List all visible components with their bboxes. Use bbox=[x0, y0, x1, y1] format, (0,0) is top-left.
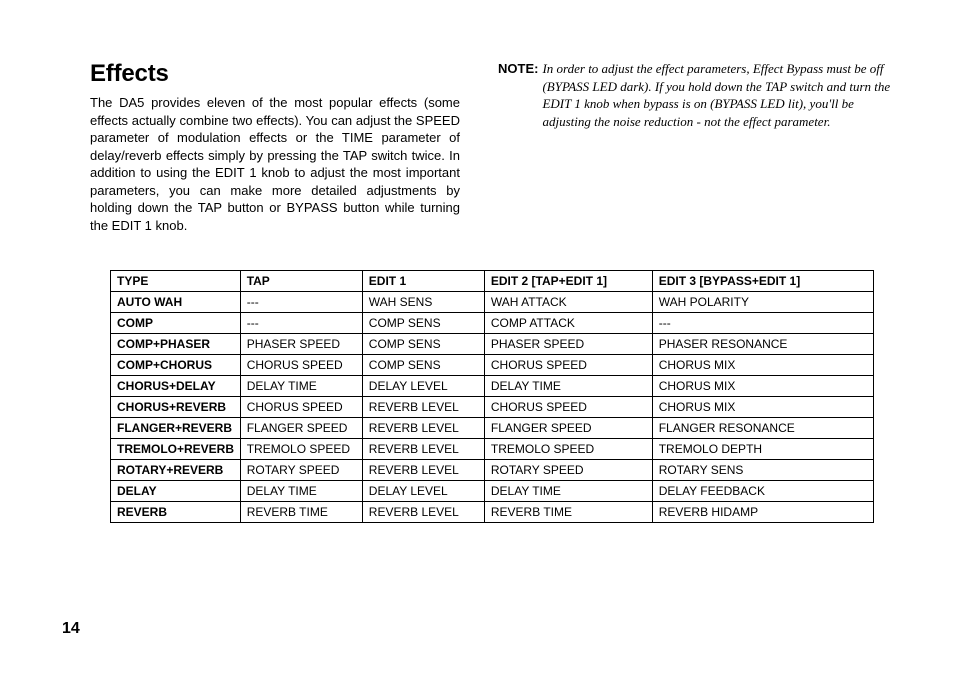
effects-table-type-cell: REVERB bbox=[111, 502, 241, 523]
table-row: REVERBREVERB TIMEREVERB LEVELREVERB TIME… bbox=[111, 502, 874, 523]
table-row: CHORUS+DELAYDELAY TIMEDELAY LEVELDELAY T… bbox=[111, 376, 874, 397]
manual-page: Effects The DA5 provides eleven of the m… bbox=[0, 0, 954, 674]
effects-table-cell: CHORUS MIX bbox=[652, 355, 873, 376]
effects-table-cell: PHASER SPEED bbox=[240, 334, 362, 355]
table-row: AUTO WAH---WAH SENSWAH ATTACKWAH POLARIT… bbox=[111, 292, 874, 313]
table-row: COMP+PHASERPHASER SPEEDCOMP SENSPHASER S… bbox=[111, 334, 874, 355]
effects-table-cell: CHORUS MIX bbox=[652, 397, 873, 418]
table-row: FLANGER+REVERBFLANGER SPEEDREVERB LEVELF… bbox=[111, 418, 874, 439]
effects-table-cell: REVERB LEVEL bbox=[362, 460, 484, 481]
effects-table-cell: DELAY FEEDBACK bbox=[652, 481, 873, 502]
effects-table-cell: TREMOLO SPEED bbox=[240, 439, 362, 460]
effects-table-type-cell: FLANGER+REVERB bbox=[111, 418, 241, 439]
section-body-text: The DA5 provides eleven of the most popu… bbox=[90, 94, 460, 234]
effects-table-cell: FLANGER SPEED bbox=[240, 418, 362, 439]
effects-table: TYPETAPEDIT 1EDIT 2 [TAP+EDIT 1]EDIT 3 [… bbox=[110, 270, 874, 523]
effects-table-cell: PHASER SPEED bbox=[484, 334, 652, 355]
effects-table-cell: TREMOLO SPEED bbox=[484, 439, 652, 460]
effects-table-cell: CHORUS MIX bbox=[652, 376, 873, 397]
effects-table-cell: COMP SENS bbox=[362, 355, 484, 376]
effects-table-cell: FLANGER SPEED bbox=[484, 418, 652, 439]
table-row: CHORUS+REVERBCHORUS SPEEDREVERB LEVELCHO… bbox=[111, 397, 874, 418]
effects-table-head: TYPETAPEDIT 1EDIT 2 [TAP+EDIT 1]EDIT 3 [… bbox=[111, 271, 874, 292]
page-number: 14 bbox=[62, 620, 80, 638]
table-row: ROTARY+REVERBROTARY SPEEDREVERB LEVELROT… bbox=[111, 460, 874, 481]
effects-table-cell: FLANGER RESONANCE bbox=[652, 418, 873, 439]
effects-table-cell: REVERB LEVEL bbox=[362, 502, 484, 523]
note-body: In order to adjust the effect parameters… bbox=[542, 60, 894, 130]
effects-table-cell: --- bbox=[240, 292, 362, 313]
effects-table-header-cell: EDIT 2 [TAP+EDIT 1] bbox=[484, 271, 652, 292]
effects-table-cell: REVERB HIDAMP bbox=[652, 502, 873, 523]
table-row: DELAYDELAY TIMEDELAY LEVELDELAY TIMEDELA… bbox=[111, 481, 874, 502]
effects-table-cell: COMP SENS bbox=[362, 334, 484, 355]
table-row: COMP---COMP SENSCOMP ATTACK--- bbox=[111, 313, 874, 334]
effects-table-type-cell: AUTO WAH bbox=[111, 292, 241, 313]
effects-table-cell: REVERB LEVEL bbox=[362, 397, 484, 418]
effects-table-cell: WAH POLARITY bbox=[652, 292, 873, 313]
effects-table-header-row: TYPETAPEDIT 1EDIT 2 [TAP+EDIT 1]EDIT 3 [… bbox=[111, 271, 874, 292]
effects-table-cell: REVERB LEVEL bbox=[362, 439, 484, 460]
note-block: NOTE: In order to adjust the effect para… bbox=[498, 60, 894, 130]
right-column: NOTE: In order to adjust the effect para… bbox=[498, 60, 894, 234]
effects-table-header-cell: TYPE bbox=[111, 271, 241, 292]
effects-table-cell: CHORUS SPEED bbox=[484, 397, 652, 418]
effects-table-cell: CHORUS SPEED bbox=[240, 397, 362, 418]
effects-table-cell: DELAY TIME bbox=[240, 481, 362, 502]
effects-table-type-cell: DELAY bbox=[111, 481, 241, 502]
table-row: COMP+CHORUSCHORUS SPEEDCOMP SENSCHORUS S… bbox=[111, 355, 874, 376]
effects-table-header-cell: EDIT 1 bbox=[362, 271, 484, 292]
effects-table-cell: ROTARY SPEED bbox=[484, 460, 652, 481]
effects-table-cell: DELAY TIME bbox=[240, 376, 362, 397]
effects-table-type-cell: COMP bbox=[111, 313, 241, 334]
effects-table-cell: WAH SENS bbox=[362, 292, 484, 313]
effects-table-type-cell: CHORUS+DELAY bbox=[111, 376, 241, 397]
effects-table-cell: ROTARY SENS bbox=[652, 460, 873, 481]
table-row: TREMOLO+REVERBTREMOLO SPEEDREVERB LEVELT… bbox=[111, 439, 874, 460]
effects-table-cell: CHORUS SPEED bbox=[240, 355, 362, 376]
effects-table-cell: DELAY LEVEL bbox=[362, 376, 484, 397]
effects-table-cell: COMP ATTACK bbox=[484, 313, 652, 334]
effects-table-cell: WAH ATTACK bbox=[484, 292, 652, 313]
effects-table-type-cell: COMP+PHASER bbox=[111, 334, 241, 355]
effects-table-body: AUTO WAH---WAH SENSWAH ATTACKWAH POLARIT… bbox=[111, 292, 874, 523]
effects-table-cell: --- bbox=[652, 313, 873, 334]
effects-table-header-cell: TAP bbox=[240, 271, 362, 292]
effects-table-cell: PHASER RESONANCE bbox=[652, 334, 873, 355]
effects-table-cell: DELAY TIME bbox=[484, 376, 652, 397]
effects-table-cell: ROTARY SPEED bbox=[240, 460, 362, 481]
effects-table-type-cell: CHORUS+REVERB bbox=[111, 397, 241, 418]
effects-table-cell: REVERB TIME bbox=[240, 502, 362, 523]
effects-table-type-cell: TREMOLO+REVERB bbox=[111, 439, 241, 460]
effects-table-cell: TREMOLO DEPTH bbox=[652, 439, 873, 460]
two-column-layout: Effects The DA5 provides eleven of the m… bbox=[90, 60, 894, 234]
effects-table-cell: CHORUS SPEED bbox=[484, 355, 652, 376]
section-heading: Effects bbox=[90, 60, 460, 88]
effects-table-type-cell: ROTARY+REVERB bbox=[111, 460, 241, 481]
effects-table-cell: REVERB TIME bbox=[484, 502, 652, 523]
effects-table-header-cell: EDIT 3 [BYPASS+EDIT 1] bbox=[652, 271, 873, 292]
effects-table-container: TYPETAPEDIT 1EDIT 2 [TAP+EDIT 1]EDIT 3 [… bbox=[90, 270, 894, 523]
effects-table-type-cell: COMP+CHORUS bbox=[111, 355, 241, 376]
note-label: NOTE: bbox=[498, 60, 542, 130]
effects-table-cell: REVERB LEVEL bbox=[362, 418, 484, 439]
effects-table-cell: DELAY TIME bbox=[484, 481, 652, 502]
left-column: Effects The DA5 provides eleven of the m… bbox=[90, 60, 460, 234]
effects-table-cell: COMP SENS bbox=[362, 313, 484, 334]
effects-table-cell: DELAY LEVEL bbox=[362, 481, 484, 502]
effects-table-cell: --- bbox=[240, 313, 362, 334]
